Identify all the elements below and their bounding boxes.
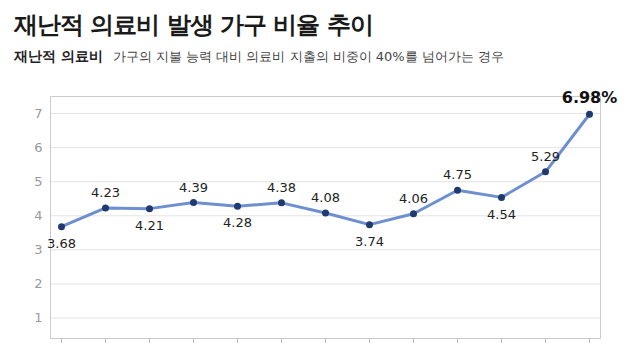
svg-text:3: 3	[34, 242, 42, 257]
svg-text:3.74: 3.74	[355, 234, 384, 249]
svg-text:3.68: 3.68	[47, 236, 76, 251]
svg-text:4.23: 4.23	[91, 185, 120, 200]
svg-text:4.06: 4.06	[399, 191, 428, 206]
svg-text:4.28: 4.28	[223, 215, 252, 230]
svg-text:7: 7	[34, 106, 42, 121]
svg-text:4: 4	[34, 208, 42, 223]
svg-text:5.29: 5.29	[531, 149, 560, 164]
svg-text:1: 1	[34, 310, 42, 325]
svg-text:4.39: 4.39	[179, 180, 208, 195]
html-text:재난적 의료비: 재난적 의료비	[14, 48, 103, 64]
svg-text:4.54: 4.54	[487, 207, 516, 222]
svg-text:4.08: 4.08	[311, 190, 340, 205]
svg-text:2: 2	[34, 276, 42, 291]
svg-text:4.38: 4.38	[267, 180, 296, 195]
html-text:가구의 지불 능력 대비 의료비 지출의 비중이 40%를: 가구의 지불 능력 대비 의료비 지출의 비중이 40%를 넘어가는 경우	[112, 49, 504, 64]
svg-text:4.21: 4.21	[135, 218, 164, 233]
html-text:재난적 의료비 발생 가구 비율 추이: 재난적 의료비 발생 가구 비율 추이	[14, 11, 373, 39]
svg-text:6: 6	[34, 140, 42, 155]
svg-text:4.75: 4.75	[443, 167, 472, 182]
svg-text:5: 5	[34, 174, 42, 189]
svg-text:6.98%: 6.98%	[562, 88, 618, 107]
